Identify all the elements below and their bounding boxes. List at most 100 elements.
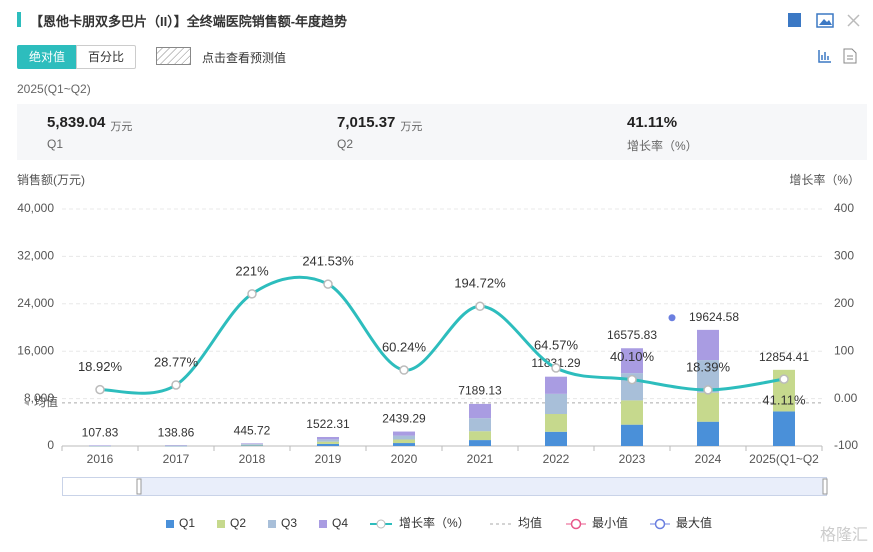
growth-point — [95, 384, 105, 395]
growth-point — [551, 363, 561, 373]
bar-segment — [469, 440, 491, 446]
summary-value: 7,015.37 — [337, 114, 396, 131]
forecast-swatch[interactable] — [156, 47, 192, 66]
total-label: 7189.13 — [458, 384, 502, 398]
legend-swatch — [217, 520, 225, 528]
growth-label: 18.92% — [78, 359, 123, 374]
zoom-handle[interactable] — [822, 478, 828, 495]
x-tick-label: 2019 — [315, 452, 342, 466]
summary-unit: 万元 — [110, 121, 133, 133]
watermark: 格隆汇 — [820, 526, 868, 544]
bar-segment — [545, 414, 567, 432]
average-label: 均值 — [34, 394, 58, 409]
legend-label: 最大值 — [676, 515, 712, 530]
bar-segment — [545, 393, 567, 415]
growth-label: 241.53% — [302, 254, 354, 269]
x-tick-label: 2021 — [467, 452, 494, 466]
total-label: 2439.29 — [382, 412, 426, 426]
y-tick-label: 24,000 — [17, 296, 54, 310]
mode-button[interactable]: 百分比 — [76, 45, 136, 69]
bar-segment — [241, 443, 263, 445]
bar-segment — [241, 444, 263, 445]
y-tick-label: 16,000 — [17, 343, 54, 357]
close-icon[interactable] — [847, 14, 860, 27]
x-tick-label: 2020 — [391, 452, 418, 466]
growth-line — [99, 275, 785, 395]
growth-point — [171, 380, 181, 390]
header-icons[interactable] — [786, 11, 866, 29]
x-tick-label: 2025(Q1~Q2 — [749, 452, 819, 466]
total-label: 138.86 — [158, 425, 195, 439]
growth-point — [475, 301, 485, 312]
y-tick-label: 32,000 — [17, 249, 54, 263]
title: 【恩他卡朋双多巴片（II）】全终端医院销售额-年度趋势 — [30, 14, 348, 29]
growth-point — [323, 279, 333, 289]
bar-segment — [545, 431, 567, 446]
legend-label: Q4 — [332, 516, 348, 530]
zoom-window[interactable] — [139, 478, 826, 495]
growth-point — [703, 385, 713, 395]
legend-label: 最小值 — [592, 515, 628, 530]
bar-segment — [393, 431, 415, 436]
growth-label: 194.72% — [454, 276, 506, 291]
total-label: 107.83 — [82, 426, 119, 440]
growth-label: 41.11% — [762, 393, 806, 408]
excel-icon[interactable] — [788, 13, 801, 27]
total-label: 1522.31 — [306, 417, 350, 431]
bar-segment — [469, 403, 491, 419]
bar-segment — [697, 360, 719, 393]
zoom-handle[interactable] — [136, 478, 142, 495]
bar-segment — [317, 441, 339, 444]
view-icons[interactable] — [816, 47, 862, 65]
bar-segment — [241, 445, 263, 446]
mode-button[interactable]: 绝对值 — [17, 45, 77, 69]
y2-tick-label: 100 — [834, 343, 854, 357]
bar-segment — [621, 400, 643, 425]
total-label: 19624.58 — [689, 310, 739, 324]
growth-point — [247, 289, 257, 299]
legend-swatch — [166, 520, 174, 528]
title-accent — [17, 12, 21, 27]
summary-panel — [17, 104, 867, 160]
forecast-link[interactable]: 点击查看预测值 — [202, 51, 287, 65]
growth-point — [627, 374, 637, 385]
bar-segment — [393, 439, 415, 444]
x-tick-label: 2022 — [543, 452, 570, 466]
legend-label: Q1 — [179, 516, 195, 530]
bar-segment — [317, 436, 339, 440]
legend-marker — [376, 519, 386, 529]
y2-tick-label: -100 — [834, 438, 858, 452]
legend-swatch — [319, 520, 327, 528]
bar-segment — [393, 443, 415, 446]
bar-segment — [89, 445, 111, 446]
legend-label: 增长率（%） — [399, 515, 470, 530]
growth-label: 28.77% — [154, 354, 199, 369]
y-axis-title: 销售额(万元) — [17, 172, 85, 187]
growth-label: 221% — [235, 263, 269, 278]
legend-swatch — [268, 520, 276, 528]
bar-segment — [317, 439, 339, 442]
legend-marker — [570, 518, 582, 530]
bar-segment — [621, 424, 643, 446]
summary-label: 增长率（%） — [627, 139, 698, 153]
y2-tick-label: 300 — [834, 249, 854, 263]
bar-segment — [545, 376, 567, 394]
bar-segment — [773, 411, 795, 446]
bar-segment — [697, 329, 719, 361]
bar-segment — [697, 392, 719, 422]
legend-label: 均值 — [518, 515, 542, 530]
bar-segment — [165, 445, 187, 446]
bar-segment — [469, 418, 491, 432]
growth-label: 40.10% — [610, 349, 655, 364]
period: 2025(Q1~Q2) — [17, 82, 91, 96]
y2-tick-label: 400 — [834, 201, 854, 215]
x-tick-label: 2018 — [239, 452, 266, 466]
legend-marker — [654, 518, 666, 530]
average-marker — [24, 399, 29, 406]
summary-label: Q1 — [47, 137, 64, 151]
x-tick-label: 2024 — [695, 452, 722, 466]
total-label: 12854.41 — [759, 350, 809, 364]
image-icon[interactable] — [816, 13, 834, 28]
summary-unit: 万元 — [400, 121, 423, 133]
